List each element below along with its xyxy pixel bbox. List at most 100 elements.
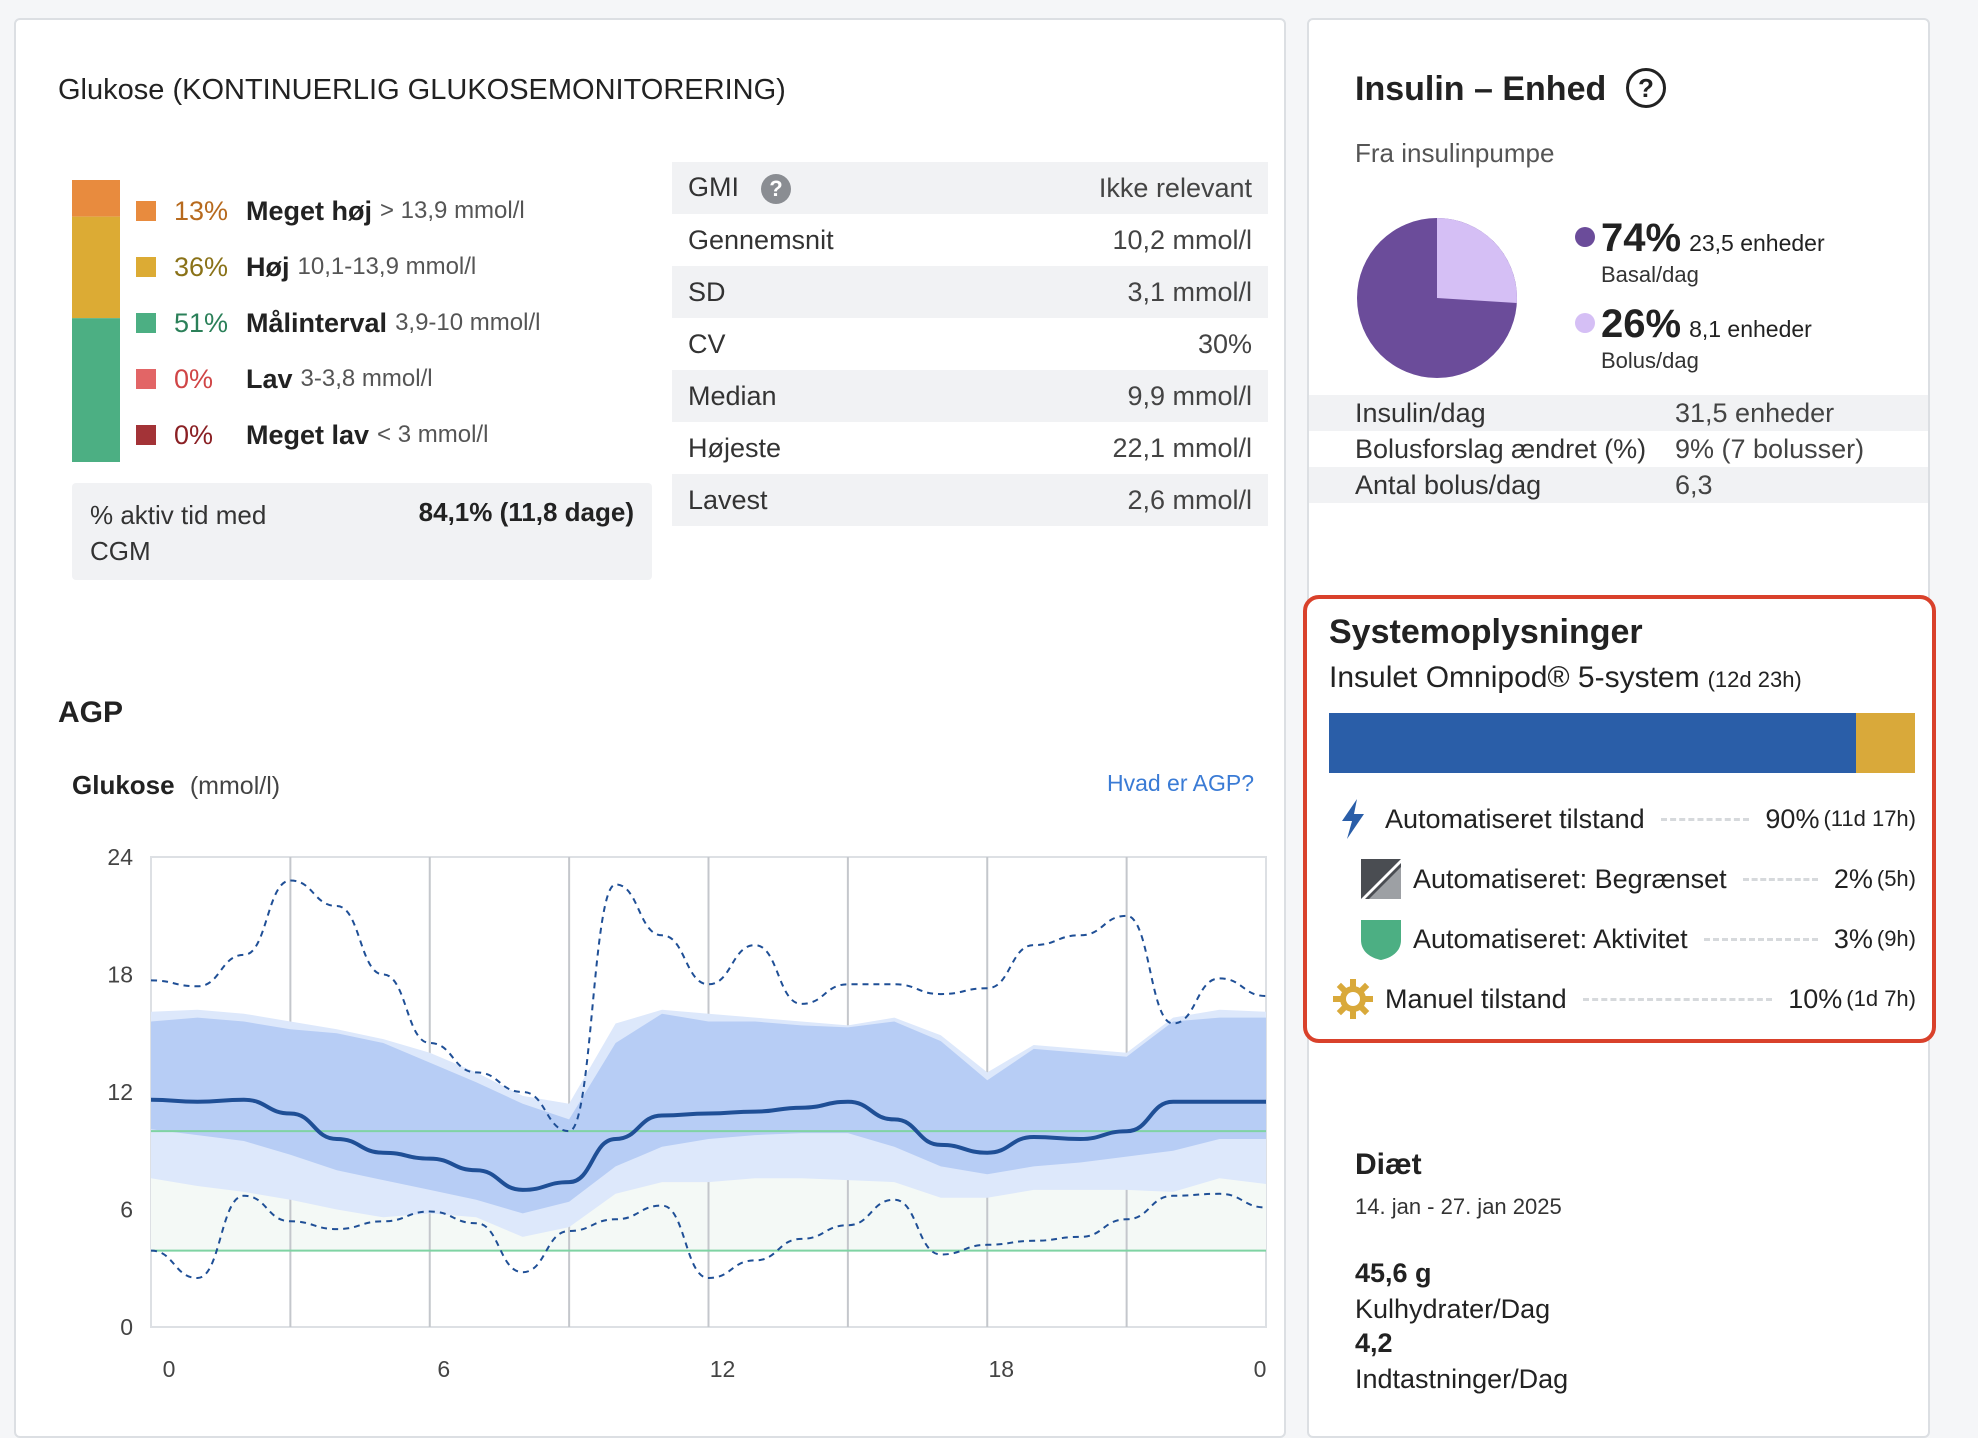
tir-name: Meget høj [246, 195, 372, 226]
diet-title: Diæt [1355, 1148, 1422, 1181]
agp-chart: 24 18 12 6 0 0 6 12 18 0 [107, 844, 1267, 1382]
stat-value: 9,9 mmol/l [1127, 380, 1252, 411]
system-name: Insulet Omnipod® 5-system (12d 23h) [1329, 661, 1802, 695]
mode-row-activity: Automatiseret: Aktivitet 3% (9h) [1361, 917, 1916, 961]
insulin-card: Insulin – Enhed ? Fra insulinpumpe 74% 23… [1303, 18, 1936, 1438]
mode-duration: (11d 17h) [1823, 806, 1916, 831]
stat-label: GMI [688, 172, 739, 203]
agp-y-tick: 6 [120, 1197, 133, 1223]
tir-swatch [136, 313, 156, 333]
agp-x-tick: 0 [163, 1356, 176, 1382]
insulin-source: Fra insulinpumpe [1355, 138, 1555, 168]
mode-duration: (9h) [1876, 926, 1916, 951]
mode-percent: 2% [1833, 863, 1873, 894]
mode-row-limited: Automatiseret: Begrænset 2% (5h) [1361, 857, 1916, 901]
basal-units: 23,5 enheder [1689, 230, 1825, 256]
glucose-title: Glukose (KONTINUERLIG GLUKOSEMONITORERIN… [58, 74, 786, 106]
bolus-label: Bolus/dag [1601, 348, 1699, 373]
carbs-value: 45,6 g [1355, 1258, 1432, 1288]
stat-value: 3,1 mmol/l [1127, 276, 1252, 307]
gear-icon [1333, 979, 1373, 1019]
tir-swatch [136, 257, 156, 277]
system-name-text: Insulet Omnipod® 5-system [1329, 661, 1700, 694]
mode-label: Automatiseret tilstand [1385, 803, 1645, 834]
stat-label: SD [688, 276, 726, 307]
mode-duration: (1d 7h) [1846, 986, 1916, 1011]
stat-row-gmi: GMI? Ikke relevant [672, 162, 1268, 214]
stat-row: Lavest 2,6 mmol/l [672, 474, 1268, 526]
system-duration: (12d 23h) [1707, 667, 1802, 692]
agp-x-tick: 12 [710, 1356, 736, 1382]
agp-y-tick: 18 [107, 962, 133, 988]
stat-label: CV [688, 328, 726, 359]
help-icon[interactable]: ? [761, 173, 791, 204]
mode-row-manual: Manuel tilstand 10% (1d 7h) [1333, 977, 1916, 1021]
agp-title: AGP [58, 696, 124, 729]
agp-x-tick: 0 [1254, 1356, 1267, 1382]
stat-row: Median 9,9 mmol/l [672, 370, 1268, 422]
system-title: Systemoplysninger [1329, 613, 1643, 651]
tir-row-low: 0% Lav 3-3,8 mmol/l [136, 359, 433, 399]
insulin-row-label: Antal bolus/dag [1355, 469, 1542, 500]
insulin-pie-chart [1357, 218, 1517, 378]
agp-y-tick: 0 [120, 1314, 133, 1340]
agp-median-line [150, 1097, 1266, 1192]
pie-slice-bolus [1437, 218, 1517, 303]
mode-label: Manuel tilstand [1385, 983, 1567, 1014]
insulin-row: Antal bolus/dag 6,3 [1309, 467, 1928, 503]
agp-p5-line [150, 1192, 1267, 1280]
system-mode-bar [1329, 713, 1915, 773]
tir-row-target: 51% Målinterval 3,9-10 mmol/l [136, 303, 540, 343]
mode-percent: 90% [1765, 803, 1820, 834]
insulin-row-value: 9% (7 bolusser) [1675, 433, 1865, 464]
stat-label: Højeste [688, 432, 782, 463]
glucose-card: Glukose (KONTINUERLIG GLUKOSEMONITORERIN… [14, 18, 1286, 1438]
mode-percent: 10% [1788, 983, 1843, 1014]
tir-swatch [136, 425, 156, 445]
tir-range: 10,1-13,9 mmol/l [297, 253, 477, 280]
bolus-legend: 26% 8,1 enheder Bolus/dag [1575, 302, 1812, 373]
basal-percent: 74% [1601, 216, 1682, 260]
bolus-units: 8,1 enheder [1689, 316, 1812, 342]
tir-row-very-high: 13% Meget høj > 13,9 mmol/l [136, 191, 525, 231]
time-in-range-bar [72, 180, 120, 462]
agp-unit: (mmol/l) [189, 772, 281, 800]
insulin-row: Insulin/dag 31,5 enheder [1309, 395, 1928, 431]
glucose-stats-table: GMI? Ikke relevant Gennemsnit 10,2 mmol/… [672, 162, 1268, 526]
active-cgm-label: % aktiv tid med CGM [90, 500, 267, 566]
tir-name: Målinterval [246, 307, 388, 338]
insulin-row-label: Bolusforslag ændret (%) [1355, 433, 1647, 464]
tir-range: 3,9-10 mmol/l [395, 309, 541, 336]
tir-segment [72, 180, 120, 217]
stat-value: 2,6 mmol/l [1127, 484, 1252, 515]
stat-row: SD 3,1 mmol/l [672, 266, 1268, 318]
tir-name: Lav [246, 363, 293, 394]
basal-dot [1575, 227, 1595, 247]
diet-date: 14. jan - 27. jan 2025 [1355, 1194, 1562, 1219]
system-bar-automated [1329, 713, 1857, 773]
help-icon[interactable]: ? [1626, 68, 1666, 108]
mode-row-automated: Automatiseret tilstand 90% (11d 17h) [1333, 797, 1916, 841]
system-bar-manual [1856, 713, 1915, 773]
stat-label: Lavest [688, 484, 768, 515]
agp-y-tick: 24 [107, 844, 133, 870]
agp-p95-line [150, 879, 1267, 1133]
what-is-agp-link[interactable]: Hvad er AGP? [1106, 770, 1254, 796]
mode-duration: (5h) [1876, 866, 1916, 891]
basal-label: Basal/dag [1601, 262, 1699, 287]
bolus-percent: 26% [1601, 302, 1682, 346]
stat-value: 10,2 mmol/l [1112, 224, 1252, 255]
tir-percent: 13% [174, 195, 229, 226]
tir-range: < 3 mmol/l [377, 421, 489, 448]
mode-divider [1582, 997, 1773, 1001]
agp-x-tick: 6 [437, 1356, 450, 1382]
insulin-title: Insulin – Enhed [1355, 70, 1607, 108]
limited-icon [1361, 859, 1401, 899]
mode-label: Automatiseret: Aktivitet [1413, 923, 1688, 954]
mode-label: Automatiseret: Begrænset [1413, 863, 1727, 894]
agp-x-tick: 18 [988, 1356, 1014, 1382]
tir-percent: 36% [174, 251, 229, 282]
tir-row-very-low: 0% Meget lav < 3 mmol/l [136, 415, 488, 455]
agp-subtitle-label: Glukose [72, 770, 175, 800]
entries-label: Indtastninger/Dag [1355, 1364, 1569, 1394]
